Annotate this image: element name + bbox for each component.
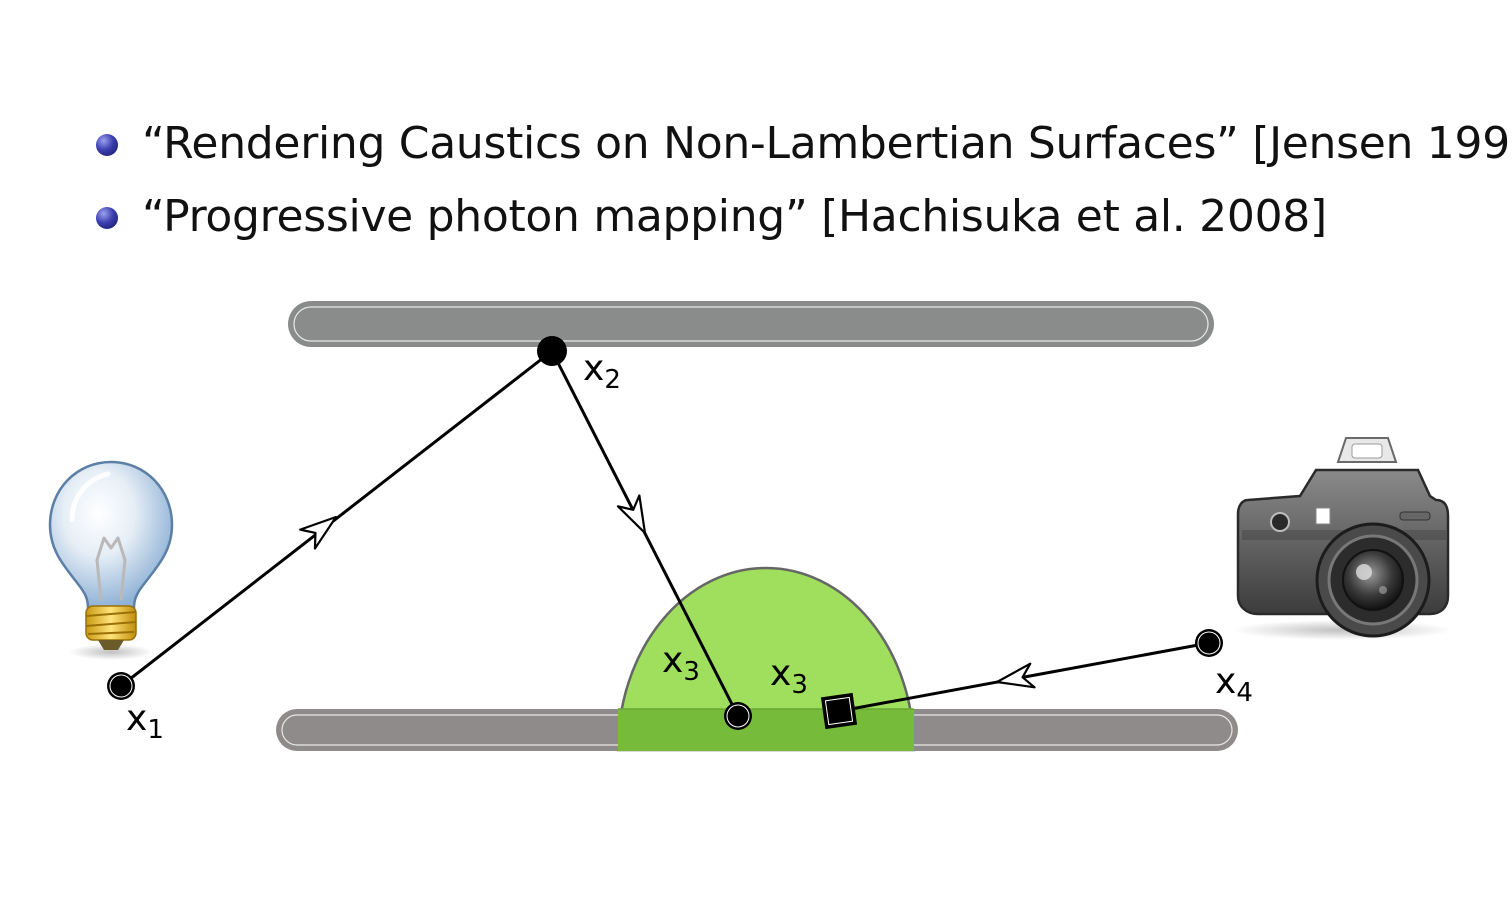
label-x2: x2 bbox=[583, 348, 621, 395]
label-x3-photon: x3 bbox=[662, 640, 700, 687]
top-surface bbox=[288, 301, 1214, 347]
vertex-x3-marker bbox=[724, 702, 752, 730]
path-x4-x3 bbox=[839, 641, 1210, 713]
label-x4: x4 bbox=[1215, 661, 1253, 708]
label-x3-query: x3 bbox=[770, 653, 808, 700]
vertex-x4-marker bbox=[1195, 629, 1223, 657]
bullet-text: “Rendering Caustics on Non-Lambertian Su… bbox=[142, 118, 1512, 169]
bullet-text: “Progressive photon mapping” [Hachisuka … bbox=[142, 191, 1327, 242]
arrowhead-x2-x3 bbox=[616, 494, 647, 535]
label-x1: x1 bbox=[126, 698, 164, 745]
path-arrowheads bbox=[299, 494, 1036, 689]
light-bulb-icon bbox=[48, 460, 174, 660]
vertex-x1-marker bbox=[107, 672, 135, 700]
gather-radius-overlap bbox=[618, 709, 914, 751]
path-x1-x2 bbox=[120, 349, 553, 688]
arrowhead-x4-x3 bbox=[995, 662, 1036, 689]
vertex-x2-marker bbox=[537, 336, 567, 366]
arrowhead-x1-x2 bbox=[299, 515, 338, 550]
camera-icon bbox=[1232, 437, 1452, 640]
bullet-dot-icon bbox=[96, 207, 118, 229]
path-vertices bbox=[107, 336, 1223, 730]
vertex-labels: x1 x2 x3 x3 x4 bbox=[126, 348, 1253, 745]
bullet-dot-icon bbox=[96, 134, 118, 156]
vertex-x3-query-marker bbox=[820, 692, 858, 730]
